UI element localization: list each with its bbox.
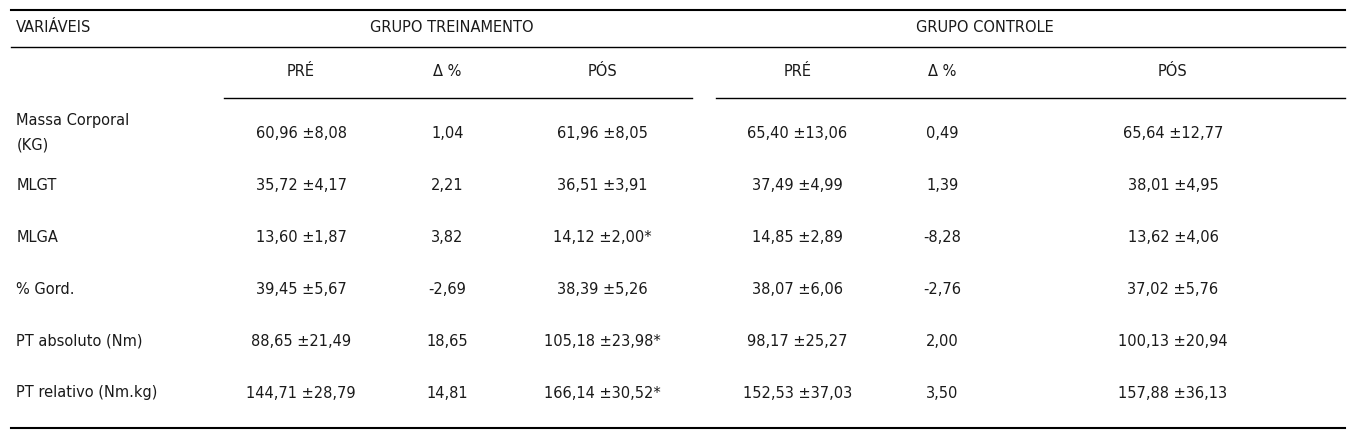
Text: 98,17 ±25,27: 98,17 ±25,27 [747, 334, 848, 348]
Text: 166,14 ±30,52*: 166,14 ±30,52* [544, 385, 660, 401]
Text: 14,12 ±2,00*: 14,12 ±2,00* [553, 230, 651, 244]
Text: 13,60 ±1,87: 13,60 ±1,87 [255, 230, 347, 244]
Text: -8,28: -8,28 [923, 230, 961, 244]
Text: 2,00: 2,00 [926, 334, 959, 348]
Text: 100,13 ±20,94: 100,13 ±20,94 [1119, 334, 1227, 348]
Text: GRUPO CONTROLE: GRUPO CONTROLE [917, 20, 1054, 34]
Text: 157,88 ±36,13: 157,88 ±36,13 [1119, 385, 1227, 401]
Text: 1,39: 1,39 [926, 178, 959, 193]
Text: 18,65: 18,65 [427, 334, 468, 348]
Text: % Gord.: % Gord. [16, 281, 75, 297]
Text: 37,49 ±4,99: 37,49 ±4,99 [753, 178, 842, 193]
Text: 3,50: 3,50 [926, 385, 959, 401]
Text: 60,96 ±8,08: 60,96 ±8,08 [255, 125, 347, 140]
Text: 88,65 ±21,49: 88,65 ±21,49 [251, 334, 351, 348]
Text: GRUPO TREINAMENTO: GRUPO TREINAMENTO [370, 20, 533, 34]
Text: 1,04: 1,04 [431, 125, 464, 140]
Text: 14,81: 14,81 [427, 385, 468, 401]
Text: 3,82: 3,82 [431, 230, 464, 244]
Text: 65,40 ±13,06: 65,40 ±13,06 [747, 125, 848, 140]
Text: -2,69: -2,69 [428, 281, 466, 297]
Text: PT relativo (Nm.kg): PT relativo (Nm.kg) [16, 385, 157, 401]
Text: 35,72 ±4,17: 35,72 ±4,17 [255, 178, 347, 193]
Text: 2,21: 2,21 [431, 178, 464, 193]
Text: PRÉ: PRÉ [287, 65, 315, 79]
Text: MLGA: MLGA [16, 230, 58, 244]
Text: PÓS: PÓS [1158, 65, 1188, 79]
Text: 152,53 ±37,03: 152,53 ±37,03 [743, 385, 852, 401]
Text: 39,45 ±5,67: 39,45 ±5,67 [256, 281, 346, 297]
Text: 65,64 ±12,77: 65,64 ±12,77 [1123, 125, 1223, 140]
Text: Δ %: Δ % [434, 65, 461, 79]
Text: 36,51 ±3,91: 36,51 ±3,91 [557, 178, 647, 193]
Text: Massa Corporal: Massa Corporal [16, 113, 130, 128]
Text: 105,18 ±23,98*: 105,18 ±23,98* [544, 334, 660, 348]
Text: Δ %: Δ % [929, 65, 956, 79]
Text: 38,01 ±4,95: 38,01 ±4,95 [1128, 178, 1218, 193]
Text: 38,39 ±5,26: 38,39 ±5,26 [557, 281, 647, 297]
Text: 37,02 ±5,76: 37,02 ±5,76 [1127, 281, 1219, 297]
Text: -2,76: -2,76 [923, 281, 961, 297]
Text: 144,71 ±28,79: 144,71 ±28,79 [247, 385, 355, 401]
Text: 13,62 ±4,06: 13,62 ±4,06 [1127, 230, 1219, 244]
Text: 0,49: 0,49 [926, 125, 959, 140]
Text: PT absoluto (Nm): PT absoluto (Nm) [16, 334, 142, 348]
Text: 61,96 ±8,05: 61,96 ±8,05 [556, 125, 648, 140]
Text: PRÉ: PRÉ [784, 65, 811, 79]
Text: 14,85 ±2,89: 14,85 ±2,89 [751, 230, 843, 244]
Text: (KG): (KG) [16, 137, 49, 153]
Text: 38,07 ±6,06: 38,07 ±6,06 [751, 281, 843, 297]
Text: MLGT: MLGT [16, 178, 57, 193]
Text: VARIÁVEIS: VARIÁVEIS [16, 20, 92, 34]
Text: PÓS: PÓS [587, 65, 617, 79]
